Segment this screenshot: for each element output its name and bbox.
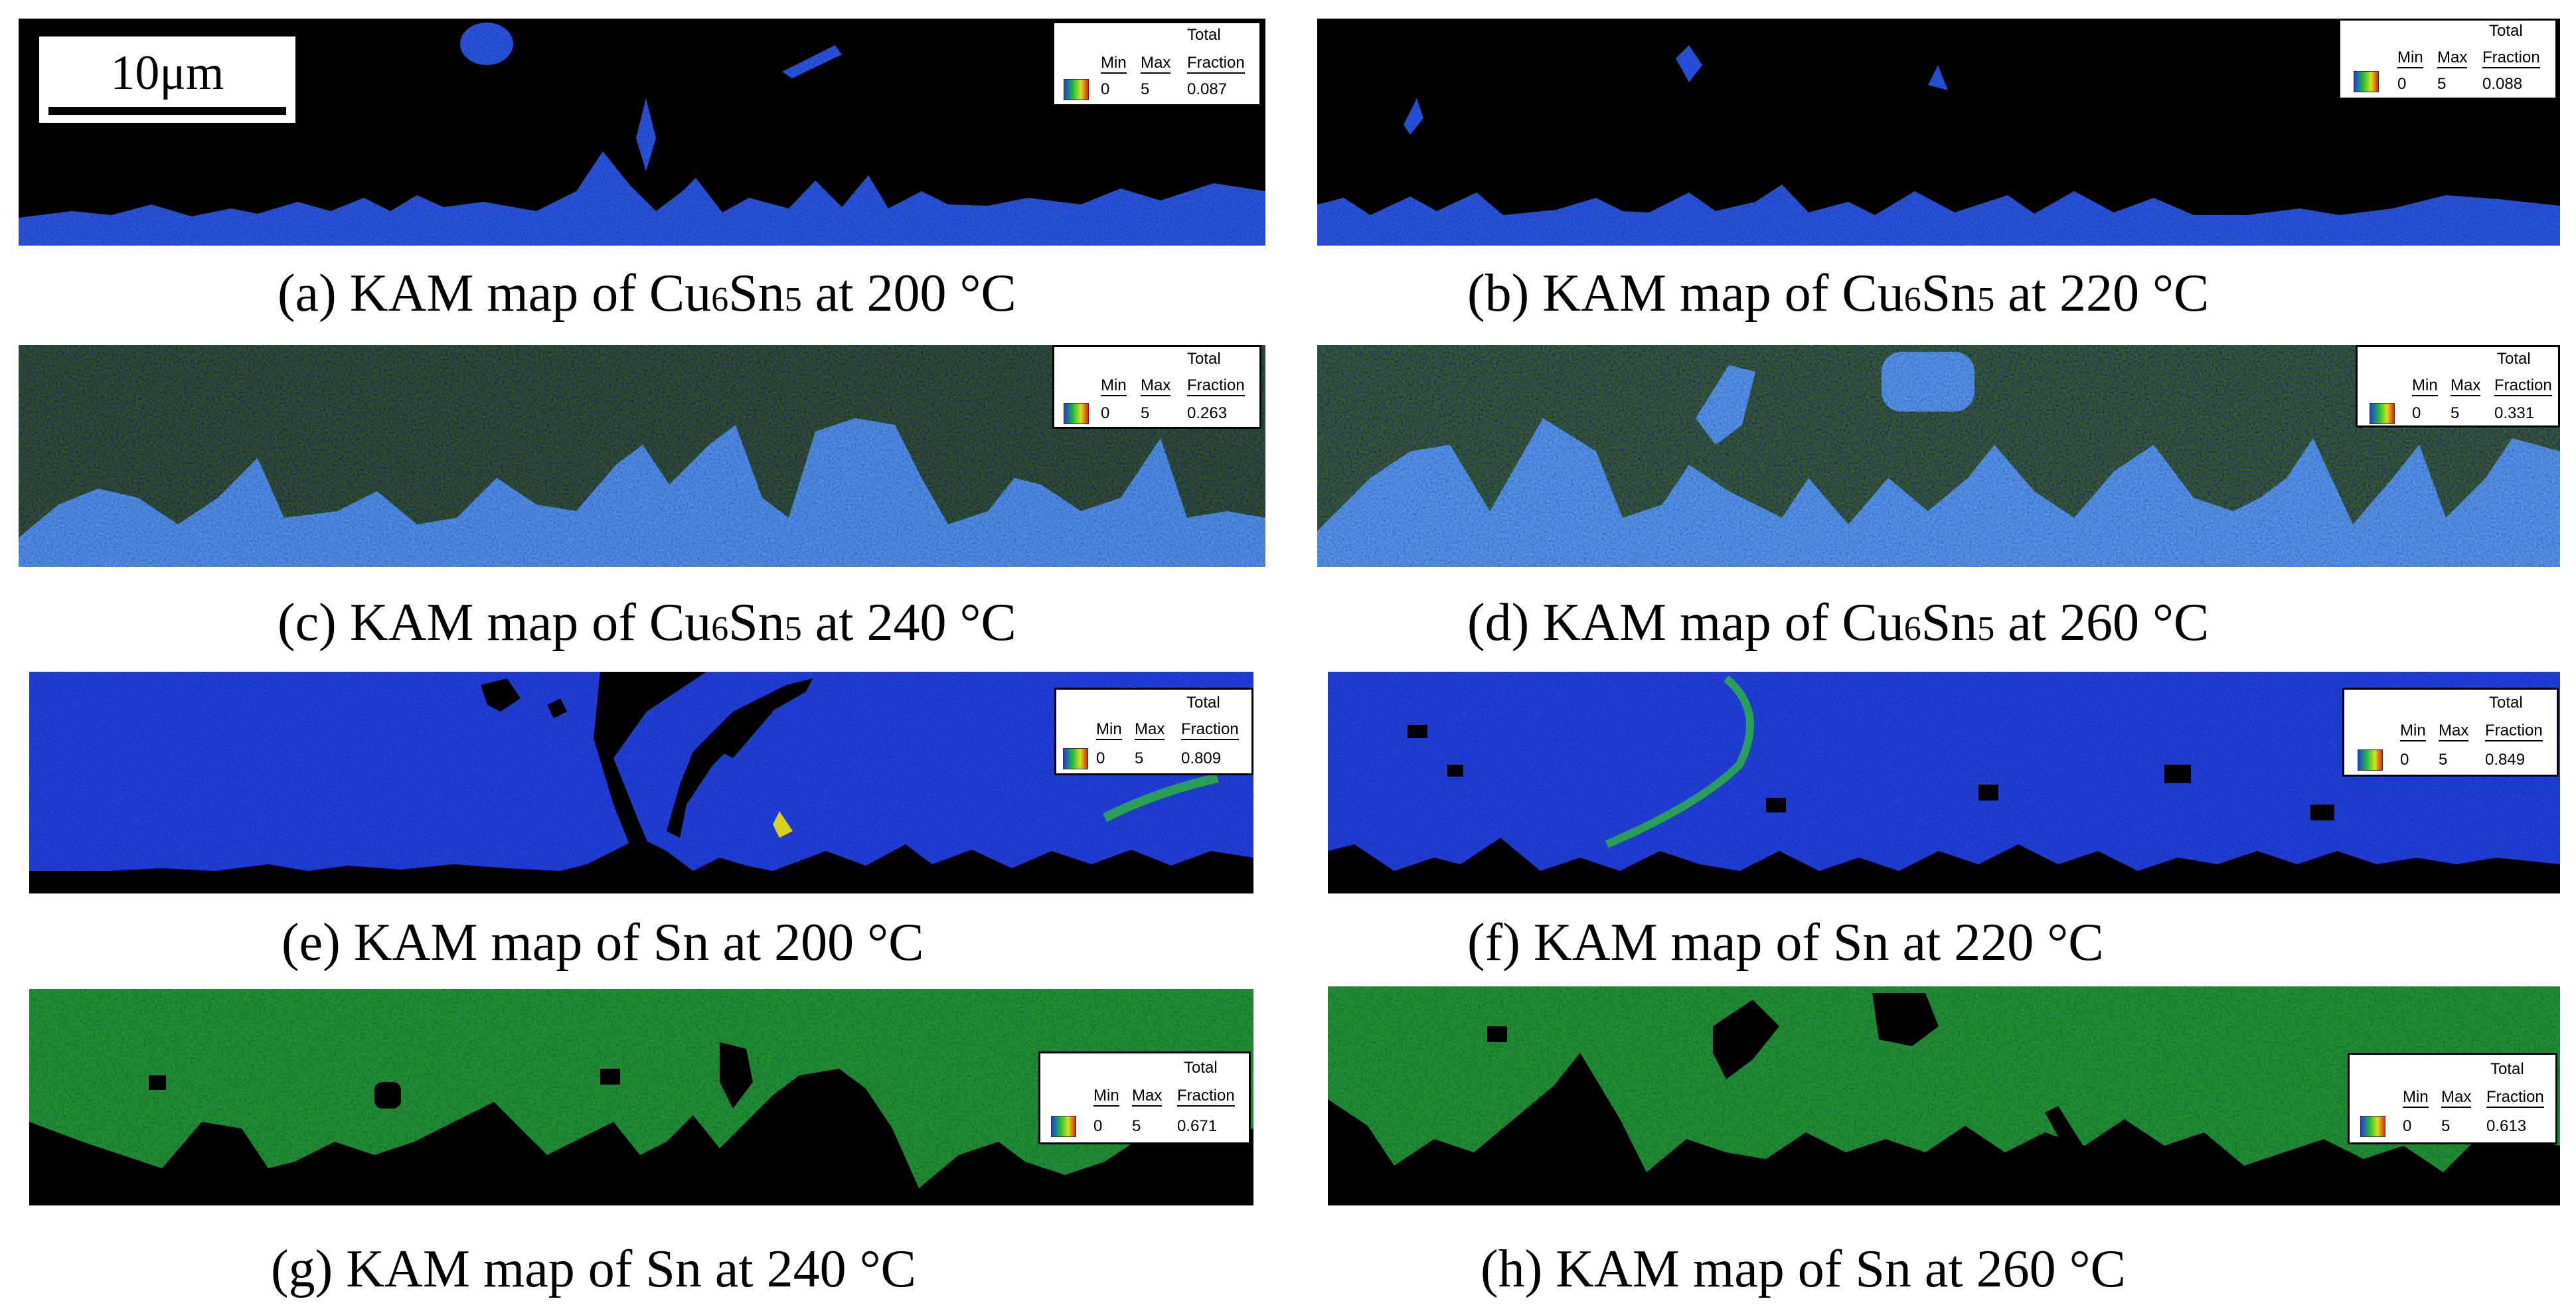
legend-e: Total Min Max Fraction 0 5 0.809: [1054, 688, 1253, 775]
caption-f: (f) KAM map of Sn at 220 °C: [1467, 913, 2104, 972]
caption-h: (h) KAM map of Sn at 260 °C: [1481, 1240, 2126, 1298]
legend-f: Total Min Max Fraction 0 5 0.849: [2342, 688, 2559, 777]
caption-g: (g) KAM map of Sn at 240 °C: [271, 1240, 916, 1298]
legend-a: Total Min Max Fraction 0 5 0.087: [1052, 21, 1261, 106]
kam-map-a: 10μm Total Min Max Fraction 0 5 0.087: [19, 19, 1265, 246]
color-ramp-swatch: [1064, 79, 1089, 100]
scale-bar-label: 10μm: [110, 46, 224, 100]
color-ramp-swatch: [2360, 1116, 2385, 1137]
legend-g: Total Min Max Fraction 0 5 0.671: [1038, 1051, 1251, 1144]
kam-map-b: Total Min Max Fraction 0 5 0.088: [1317, 19, 2560, 246]
color-ramp-swatch: [2354, 71, 2379, 92]
legend-h: Total Min Max Fraction 0 5 0.613: [2348, 1053, 2557, 1144]
legend-d: Total Min Max Fraction 0 5 0.331: [2356, 345, 2560, 427]
kam-map-h: Total Min Max Fraction 0 5 0.613: [1328, 986, 2560, 1205]
legend-fraction-label: Fraction: [1187, 55, 1245, 74]
color-ramp-swatch: [1063, 748, 1088, 769]
kam-map-e: Total Min Max Fraction 0 5 0.809: [29, 672, 1253, 893]
legend-max-value: 5: [1141, 80, 1150, 98]
color-ramp-swatch: [1051, 1116, 1076, 1137]
color-ramp-swatch: [2358, 749, 2383, 771]
color-ramp-swatch: [1064, 403, 1089, 424]
kam-map-c: Total Min Max Fraction 0 5 0.263: [19, 345, 1265, 567]
caption-a: (a) KAM map of Cu6Sn5 at 200 °C: [278, 264, 1016, 323]
legend-max-label: Max: [1141, 55, 1171, 74]
legend-b: Total Min Max Fraction 0 5 0.088: [2338, 19, 2557, 100]
kam-map-d: Total Min Max Fraction 0 5 0.331: [1317, 345, 2560, 567]
scale-bar-line: [48, 107, 286, 115]
kam-map-f: Total Min Max Fraction 0 5 0.849: [1328, 672, 2560, 893]
caption-c: (c) KAM map of Cu6Sn5 at 240 °C: [278, 593, 1016, 652]
kam-map-g: Total Min Max Fraction 0 5 0.671: [29, 989, 1253, 1205]
scale-bar: 10μm: [37, 35, 297, 125]
legend-total-label: Total: [1187, 26, 1221, 44]
legend-min-value: 0: [1101, 80, 1110, 98]
color-ramp-swatch: [2370, 403, 2395, 424]
caption-e: (e) KAM map of Sn at 200 °C: [282, 913, 924, 972]
legend-min-label: Min: [1101, 55, 1127, 74]
caption-d: (d) KAM map of Cu6Sn5 at 260 °C: [1467, 593, 2210, 652]
caption-b: (b) KAM map of Cu6Sn5 at 220 °C: [1467, 264, 2210, 323]
legend-fraction-value: 0.087: [1187, 80, 1228, 98]
legend-c: Total Min Max Fraction 0 5 0.263: [1052, 345, 1261, 429]
